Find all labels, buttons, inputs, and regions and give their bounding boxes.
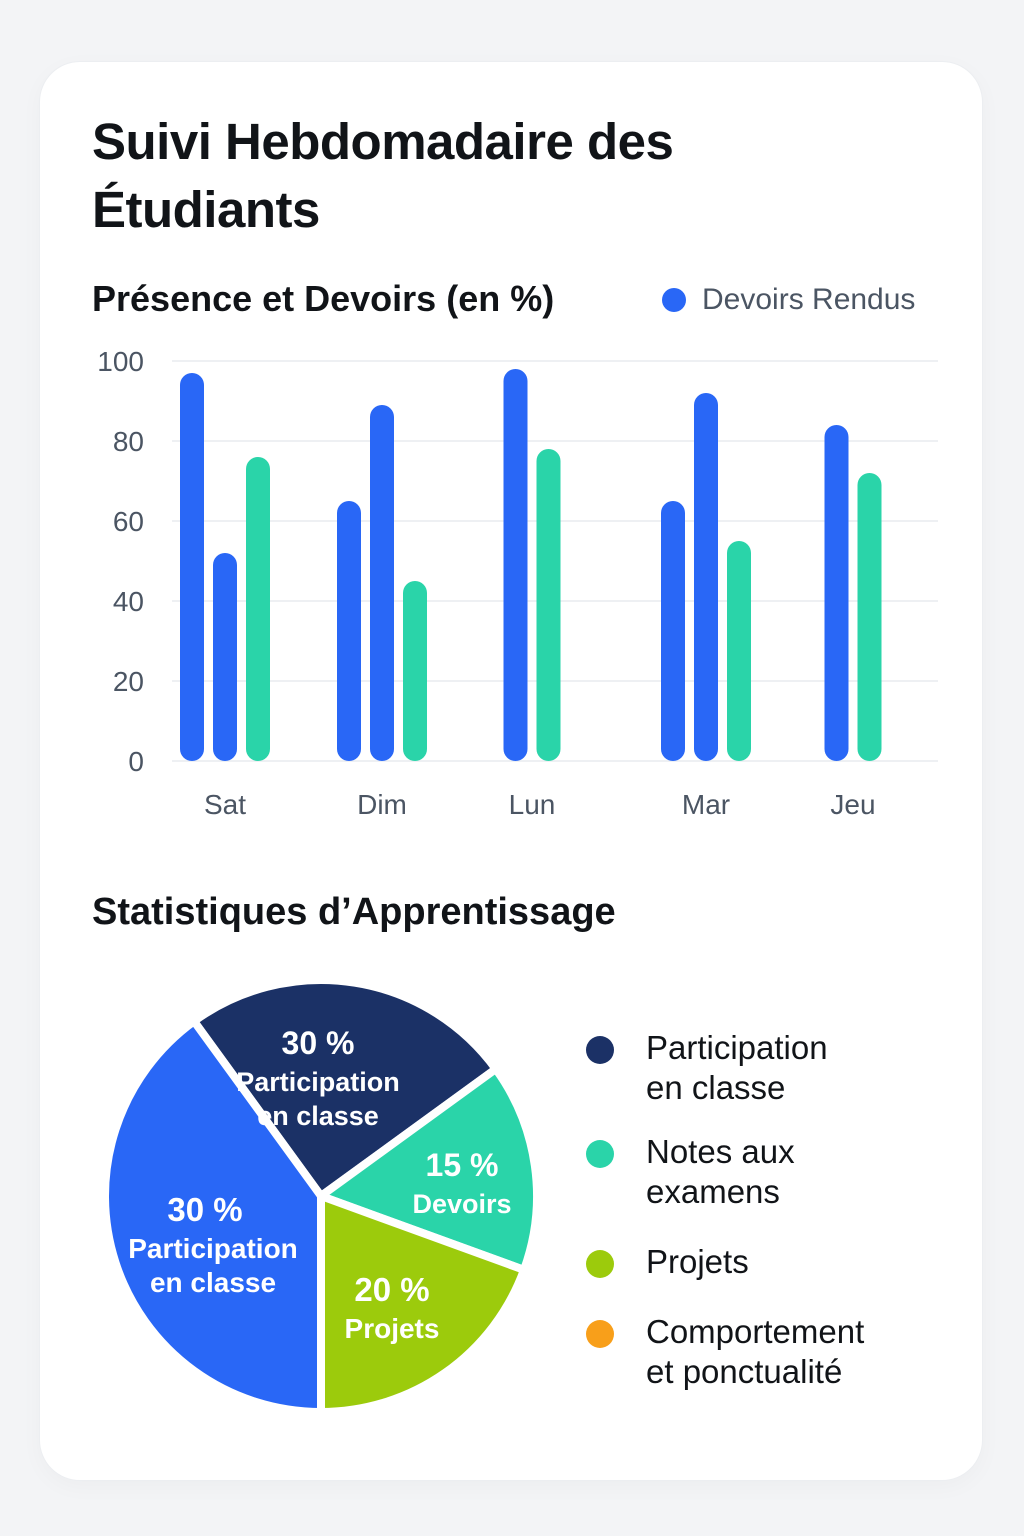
bar (370, 405, 394, 761)
bar (180, 373, 204, 761)
bar-chart-legend: Devoirs Rendus (662, 280, 915, 320)
legend-label: Devoirs Rendus (702, 283, 916, 316)
bar (727, 541, 751, 761)
y-tick-label: 60 (113, 506, 144, 537)
x-tick-label: Lun (509, 789, 556, 820)
bar (536, 449, 561, 761)
y-tick-label: 40 (113, 586, 144, 617)
y-tick-label: 20 (113, 666, 144, 697)
legend-item: Comportement et ponctualité (586, 1312, 916, 1392)
bar (857, 473, 882, 761)
pie-chart-title: Statistiques d’Apprentissage (92, 891, 616, 933)
legend-label: Comportement et ponctualité (646, 1313, 865, 1390)
legend-item: Projets (586, 1242, 916, 1282)
bar (337, 501, 361, 761)
legend-dot (662, 288, 686, 312)
bar (503, 369, 528, 761)
legend-item: Notes aux examens (586, 1132, 916, 1212)
legend-label: Participation en classe (646, 1029, 828, 1106)
bar-chart-title: Présence et Devoirs (en %) (92, 278, 555, 319)
legend-label: Notes aux examens (646, 1133, 795, 1210)
y-tick-label: 100 (97, 346, 144, 377)
pie-chart-legend: Participation en classe Notes aux examens Pr… (586, 1028, 916, 1392)
y-tick-label: 0 (128, 746, 144, 777)
legend-label: Projets (646, 1243, 749, 1280)
bar (824, 425, 849, 761)
page-title: Suivi Hebdomadaire des Étudiants (92, 113, 674, 238)
legend-dot (586, 1250, 614, 1278)
bar (661, 501, 685, 761)
bar (246, 457, 270, 761)
bar (694, 393, 718, 761)
legend-item: Participation en classe (586, 1028, 916, 1108)
x-tick-label: Jeu (830, 789, 875, 820)
legend-dot (586, 1140, 614, 1168)
x-tick-label: Sat (204, 789, 246, 820)
legend-dot (586, 1036, 614, 1064)
bar (403, 581, 427, 761)
bar (213, 553, 237, 761)
x-tick-label: Dim (357, 789, 407, 820)
bar-chart: 0 20 40 60 80 100 Sat Dim Lun Mar Jeu (97, 346, 938, 820)
y-tick-label: 80 (113, 426, 144, 457)
x-tick-label: Mar (682, 789, 730, 820)
legend-dot (586, 1320, 614, 1348)
